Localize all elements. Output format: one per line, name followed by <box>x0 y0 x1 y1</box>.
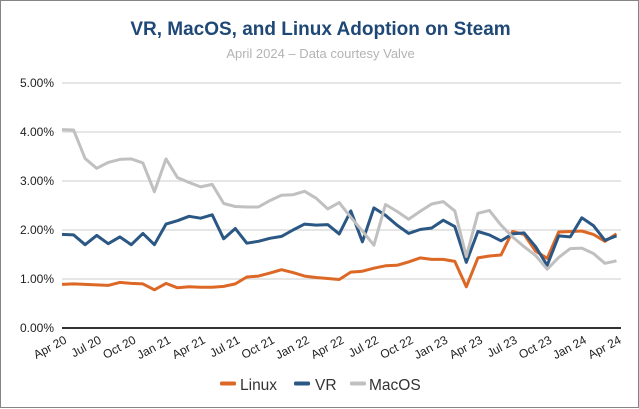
svg-text:Jan 24: Jan 24 <box>550 333 589 362</box>
svg-text:Jul 23: Jul 23 <box>485 333 520 361</box>
svg-text:Jul 20: Jul 20 <box>69 333 104 361</box>
svg-text:Apr 23: Apr 23 <box>447 333 485 362</box>
svg-text:Jul 21: Jul 21 <box>207 333 242 361</box>
svg-text:5.00%: 5.00% <box>20 76 54 90</box>
svg-text:Jan 21: Jan 21 <box>135 333 174 362</box>
svg-text:Oct 20: Oct 20 <box>100 333 138 362</box>
svg-text:4.00%: 4.00% <box>20 125 54 139</box>
svg-text:2.00%: 2.00% <box>20 223 54 237</box>
svg-text:Jan 22: Jan 22 <box>273 333 312 362</box>
svg-text:Linux: Linux <box>240 377 277 394</box>
svg-text:3.00%: 3.00% <box>20 174 54 188</box>
svg-text:1.00%: 1.00% <box>20 272 54 286</box>
svg-text:Oct 23: Oct 23 <box>516 333 554 362</box>
svg-text:0.00%: 0.00% <box>20 321 54 335</box>
svg-text:Apr 20: Apr 20 <box>31 333 69 362</box>
svg-text:MacOS: MacOS <box>369 377 421 394</box>
svg-text:Apr 22: Apr 22 <box>308 333 346 362</box>
svg-text:Oct 21: Oct 21 <box>239 333 277 362</box>
svg-text:Jul 22: Jul 22 <box>346 333 381 361</box>
svg-text:Apr 24: Apr 24 <box>586 333 624 362</box>
svg-text:Oct 22: Oct 22 <box>378 333 416 362</box>
svg-text:Apr 21: Apr 21 <box>170 333 208 362</box>
svg-text:VR: VR <box>315 377 337 394</box>
svg-text:Jan 23: Jan 23 <box>412 333 451 362</box>
